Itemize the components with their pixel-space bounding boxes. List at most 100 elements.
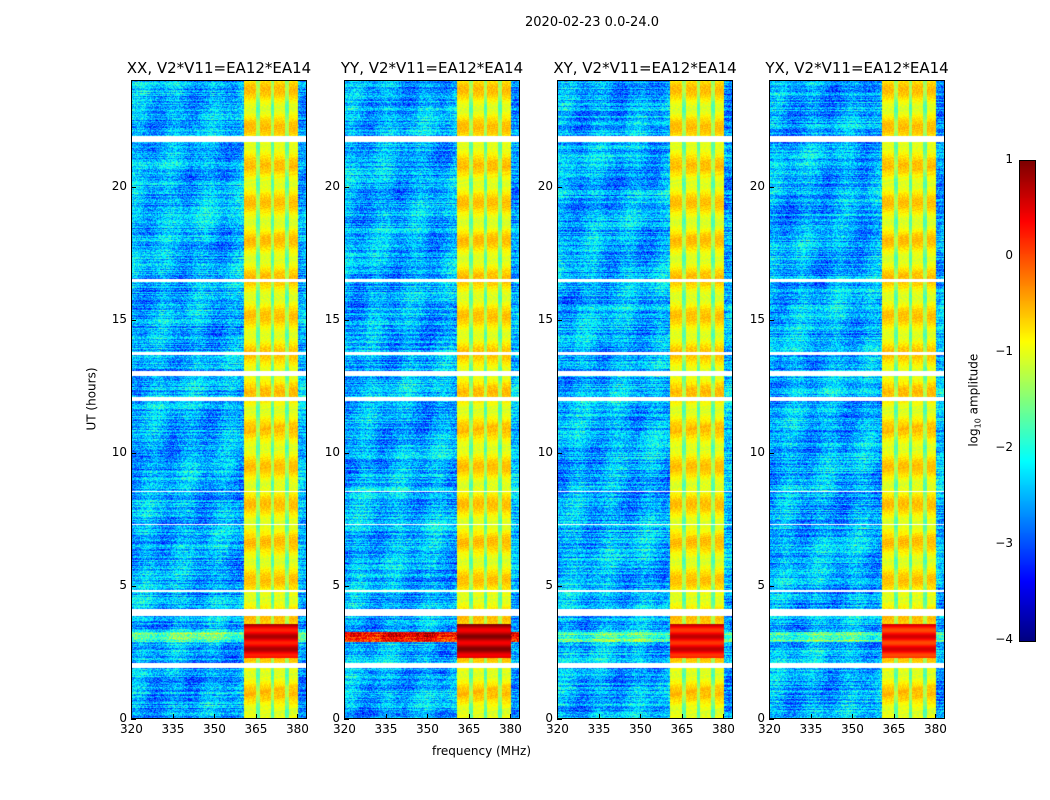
x-tick-label: 380 — [499, 722, 522, 736]
x-tick-label: 335 — [161, 722, 185, 736]
x-tick-label: 380 — [924, 722, 947, 736]
y-tick — [557, 452, 562, 454]
x-tick — [598, 714, 600, 719]
panel-title: XY, V2*V11=EA12*EA14 — [553, 59, 737, 77]
y-tick-label: 15 — [537, 311, 553, 326]
x-tick — [385, 714, 387, 719]
y-tick-label: 10 — [749, 444, 765, 459]
colorbar-tick-label: −3 — [995, 536, 1013, 550]
y-tick — [769, 452, 774, 454]
heatmap-panel-2 — [344, 80, 520, 719]
y-tick — [557, 319, 562, 321]
colorbar-label-rest: amplitude — [966, 353, 981, 419]
y-tick — [344, 719, 349, 720]
x-tick-label: 320 — [758, 722, 781, 736]
y-tick-label: 15 — [749, 311, 765, 326]
x-tick-label: 380 — [286, 722, 309, 736]
x-tick — [344, 714, 345, 719]
colorbar-tick-label: 0 — [1005, 248, 1013, 262]
y-tick-label: 0 — [332, 711, 340, 725]
y-tick-label: 15 — [324, 311, 340, 326]
y-tick — [344, 452, 349, 454]
y-tick — [557, 186, 562, 188]
x-tick — [214, 714, 216, 719]
heatmap-panel-4 — [769, 80, 945, 719]
colorbar-tick-label: −4 — [995, 632, 1013, 646]
x-tick-label: 380 — [712, 722, 735, 736]
x-tick-label: 365 — [457, 722, 481, 736]
figure-title: 2020-02-23 0.0-24.0 — [525, 15, 659, 30]
x-tick — [255, 714, 257, 719]
y-tick-label: 20 — [749, 178, 765, 193]
colorbar-label: log10 amplitude — [966, 354, 982, 447]
x-tick-label: 350 — [416, 722, 439, 736]
y-tick — [344, 186, 349, 188]
x-tick — [510, 714, 512, 719]
y-axis-label: UT (hours) — [84, 367, 99, 431]
y-tick-label: 20 — [111, 178, 127, 193]
y-tick — [769, 186, 774, 188]
x-tick — [810, 714, 812, 719]
x-tick — [723, 714, 725, 719]
x-tick-label: 335 — [374, 722, 398, 736]
x-tick-label: 320 — [120, 722, 143, 736]
y-tick — [131, 186, 136, 188]
y-tick — [769, 585, 774, 587]
x-tick-label: 350 — [841, 722, 864, 736]
y-tick — [344, 319, 349, 321]
y-tick-label: 0 — [757, 711, 765, 725]
x-tick — [131, 714, 132, 719]
y-tick — [131, 452, 136, 454]
x-tick-label: 365 — [244, 722, 268, 736]
colorbar-label-main: log — [966, 428, 981, 447]
x-tick-label: 320 — [546, 722, 569, 736]
x-tick — [852, 714, 854, 719]
x-axis-label: frequency (MHz) — [432, 744, 532, 758]
x-tick — [893, 714, 895, 719]
colorbar-tick-label: −1 — [995, 344, 1013, 358]
colorbar-label-sub: 10 — [973, 418, 983, 429]
x-tick — [557, 714, 558, 719]
x-tick — [935, 714, 937, 719]
x-tick-label: 350 — [629, 722, 652, 736]
x-tick-label: 335 — [799, 722, 823, 736]
y-tick-label: 0 — [119, 711, 127, 725]
y-tick — [769, 719, 774, 720]
x-tick — [468, 714, 470, 719]
x-tick-label: 365 — [670, 722, 694, 736]
y-tick-label: 15 — [111, 311, 127, 326]
y-tick — [557, 585, 562, 587]
y-tick — [131, 719, 136, 720]
y-tick-label: 10 — [537, 444, 553, 459]
y-tick-label: 5 — [757, 577, 765, 592]
y-tick — [769, 319, 774, 321]
y-tick — [344, 585, 349, 587]
panel-title: XX, V2*V11=EA12*EA14 — [126, 59, 312, 77]
y-tick-label: 10 — [111, 444, 127, 459]
x-tick-label: 365 — [882, 722, 906, 736]
x-tick-label: 350 — [203, 722, 226, 736]
heatmap-panel-3 — [557, 80, 733, 719]
x-tick-label: 335 — [587, 722, 611, 736]
y-tick-label: 10 — [324, 444, 340, 459]
colorbar-tick-label: −2 — [995, 440, 1013, 454]
y-tick-label: 20 — [537, 178, 553, 193]
y-tick — [131, 319, 136, 321]
y-tick-label: 5 — [545, 577, 553, 592]
panel-title: YY, V2*V11=EA12*EA14 — [340, 59, 524, 77]
x-tick — [172, 714, 174, 719]
y-tick-label: 5 — [119, 577, 127, 592]
y-tick — [131, 585, 136, 587]
x-tick — [297, 714, 299, 719]
x-tick — [769, 714, 770, 719]
x-tick-label: 320 — [333, 722, 356, 736]
y-tick-label: 5 — [332, 577, 340, 592]
colorbar-tick-label: 1 — [1005, 152, 1013, 166]
panel-title: YX, V2*V11=EA12*EA14 — [765, 59, 949, 77]
y-tick-label: 0 — [545, 711, 553, 725]
x-tick — [640, 714, 642, 719]
x-tick — [427, 714, 429, 719]
x-tick — [681, 714, 683, 719]
colorbar-gradient — [1019, 160, 1036, 642]
